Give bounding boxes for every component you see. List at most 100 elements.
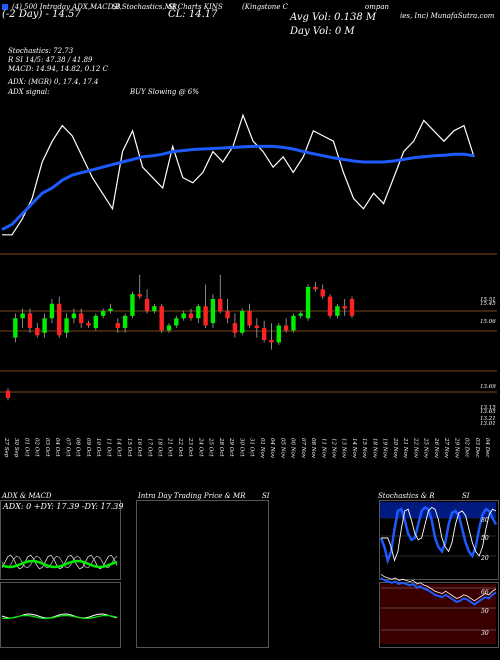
candle-body <box>181 313 186 319</box>
date-label: 07 Nov <box>300 438 306 459</box>
intraday-panel-title2: SI <box>262 492 270 500</box>
price-label: 13.01 <box>480 421 496 427</box>
candle-body <box>166 325 172 331</box>
stoch-tick-20: 20 <box>481 555 489 562</box>
date-label: 04 Oct <box>54 438 60 457</box>
legend-marker-icon <box>2 2 8 13</box>
price-label: 15.51 <box>480 297 496 303</box>
candle-body <box>86 323 91 326</box>
date-label: 11 Nov <box>320 438 326 459</box>
header-company: (Kingstone C <box>242 3 289 11</box>
rsi-tick-30: 30 <box>481 630 489 637</box>
candle-body <box>13 318 18 338</box>
candle-body <box>269 340 274 343</box>
date-label: 14 Nov <box>351 438 357 459</box>
candle-body <box>152 306 157 312</box>
candle-body <box>64 318 69 333</box>
candlesticks <box>5 274 355 401</box>
date-label: 31 Oct <box>249 438 255 457</box>
candle-body <box>174 318 179 326</box>
adx-panel <box>0 500 121 580</box>
rsi-panel <box>379 582 499 648</box>
stoch-tick-50: 50 <box>481 535 489 542</box>
price-label: 13.21 <box>480 416 496 422</box>
candle-body <box>232 323 238 333</box>
candle-body <box>188 313 194 319</box>
date-label: 08 Oct <box>75 438 81 457</box>
macd-panel <box>0 582 121 648</box>
date-label: 22 Nov <box>412 437 418 459</box>
date-label: 29 Oct <box>228 437 234 457</box>
header-symbol: SI Charts KINS <box>168 3 223 11</box>
date-label: 01 Oct <box>23 438 29 457</box>
stoch-overbought-zone <box>380 502 496 518</box>
candle-body <box>247 311 252 326</box>
header-title: (4) 500 Intraday ADX,MACD,B <box>12 3 121 11</box>
adx-panel-values: ADX: 0 +DY: 17.39 -DY: 17.39 <box>3 502 124 511</box>
stochastics-d-line <box>381 506 497 563</box>
price-label: 13.15 <box>480 405 496 411</box>
rsi-background <box>380 584 496 644</box>
candle-body <box>137 294 142 297</box>
candle-body <box>78 313 84 324</box>
candle-body <box>240 311 245 333</box>
candle-body <box>35 327 40 336</box>
adx-panel-title: ADX & MACD <box>2 492 52 500</box>
date-label: 10 Oct <box>95 438 101 457</box>
macd-signal-line <box>1 614 118 620</box>
date-label: 30 Oct <box>238 438 244 457</box>
adx-signal-label: ADX signal: <box>8 88 50 96</box>
rsi-tick-50: 50 <box>481 608 489 615</box>
adx-value: ADX: (MGR) 0, 17.4, 17.4 <box>8 78 99 86</box>
date-label: 04 Dec <box>484 438 490 458</box>
candle-body <box>27 313 33 328</box>
candle-body <box>261 327 267 340</box>
date-label: 23 Oct <box>187 437 193 457</box>
date-label: 02 Oct <box>34 438 40 457</box>
stochastics-lines <box>379 502 498 565</box>
adx-main-line <box>1 559 118 569</box>
date-label: 12 Nov <box>330 438 336 459</box>
date-label: 15 Nov <box>361 438 367 459</box>
price-label: 15.45 <box>480 301 496 307</box>
buy-slowing-label: BUY Slowing @ 6% <box>130 88 199 96</box>
adx-line <box>1 555 118 569</box>
macd-value: MACD: 14.94, 14.82, 0.12 C <box>8 65 108 73</box>
date-label: 09 Oct <box>85 438 91 457</box>
rsi-line <box>380 577 497 606</box>
intraday-panel-title: Intra Day Trading Price & MR <box>138 492 246 500</box>
stoch-panel-title: Stochastics & R <box>378 492 435 500</box>
date-label: 28 Oct <box>218 437 224 457</box>
candle-body <box>335 306 340 316</box>
date-label: 30 Sep <box>13 438 19 458</box>
date-label: 15 Oct <box>126 438 132 457</box>
candle-body <box>225 311 230 319</box>
candle-body <box>159 306 164 331</box>
date-label: 25 Nov <box>423 437 429 459</box>
candle-body <box>349 298 355 316</box>
day-volume: Day Vol: 0 M <box>290 26 355 37</box>
date-label: 21 Oct <box>167 437 173 457</box>
header-source: ies, Inc) MunafaSutra.com <box>400 12 495 20</box>
candle-body <box>108 308 113 312</box>
candle-body <box>276 325 282 343</box>
candle-body <box>20 313 25 319</box>
date-label: 27 Sep <box>3 437 9 458</box>
bottom-indicator-panels <box>1 502 498 644</box>
candle-body <box>144 298 150 312</box>
date-axis-labels: 27 Sep 30 Sep 01 Oct 02 Oct 03 Oct 04 Oct 07 O… <box>3 437 490 459</box>
stoch-tick-80: 80 <box>481 517 489 524</box>
candle-body <box>210 298 216 324</box>
candle-body <box>57 303 62 336</box>
date-label: 04 Nov <box>269 438 275 459</box>
candle-body <box>254 325 260 328</box>
candle-body <box>42 318 47 333</box>
date-label: 06 Nov <box>290 438 296 459</box>
stochastics-k-line <box>379 505 498 565</box>
date-label: 07 Oct <box>64 438 70 457</box>
price-label: 15.06 <box>480 319 496 325</box>
candle-body <box>313 286 318 290</box>
candle-body <box>196 306 201 319</box>
stoch-panel-title2: SI <box>462 492 470 500</box>
